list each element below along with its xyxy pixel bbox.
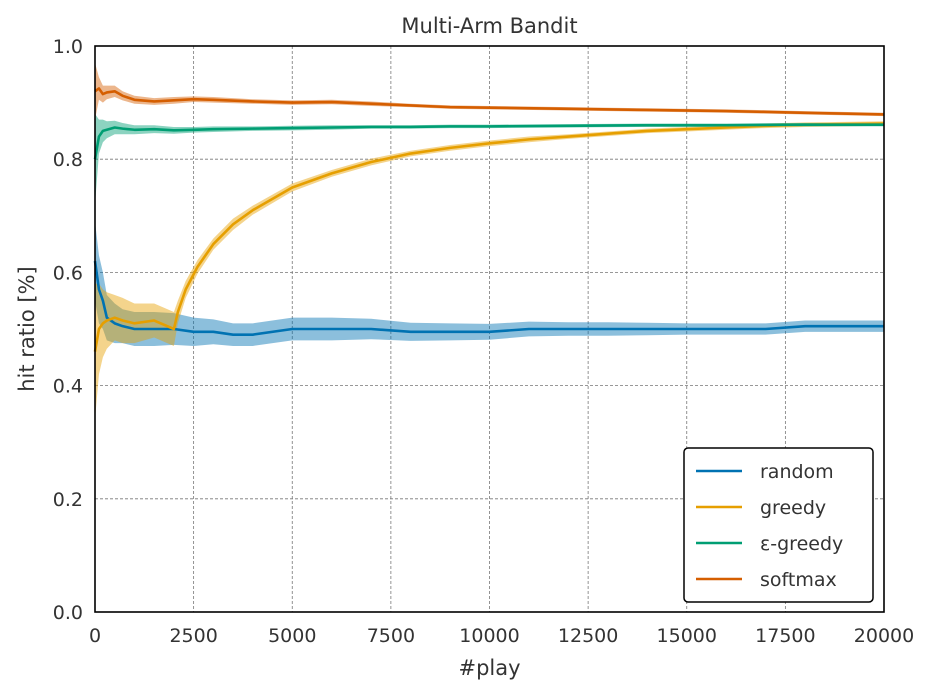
series-lines bbox=[93, 87, 885, 352]
legend-label-softmax: softmax bbox=[760, 569, 837, 591]
x-tick-label: 2500 bbox=[169, 625, 217, 647]
band-random bbox=[95, 221, 884, 346]
legend-box bbox=[683, 447, 874, 603]
y-tick-label: 0.8 bbox=[53, 149, 83, 171]
y-axis-label: hit ratio [%] bbox=[15, 266, 39, 392]
x-tick-label: 5000 bbox=[268, 625, 316, 647]
legend-label-greedy: greedy bbox=[760, 497, 826, 519]
y-tick-label: 0.6 bbox=[53, 262, 83, 284]
line-greedy bbox=[93, 122, 885, 352]
x-tick-label: 12500 bbox=[558, 625, 618, 647]
legend: random greedy ε-greedy softmax bbox=[683, 447, 874, 603]
y-tick-label: 0.0 bbox=[53, 602, 83, 624]
legend-label-greedy: ε-greedy bbox=[760, 533, 843, 555]
band-greedy bbox=[95, 113, 884, 205]
x-axis-label: #play bbox=[458, 656, 520, 680]
legend-label-random: random bbox=[760, 461, 834, 483]
tick-labels: 0 2500 5000 7500 10000 12500 15000 17500 20000 0.… bbox=[53, 36, 914, 647]
line-greedy bbox=[93, 123, 884, 160]
x-tick-label: 0 bbox=[89, 625, 101, 647]
x-tick-label: 20000 bbox=[854, 625, 914, 647]
x-tick-label: 15000 bbox=[657, 625, 717, 647]
line-softmax bbox=[94, 87, 885, 116]
line-random bbox=[93, 260, 884, 336]
x-tick-label: 7500 bbox=[367, 625, 415, 647]
y-tick-label: 0.4 bbox=[53, 376, 83, 398]
plot-frame bbox=[94, 45, 885, 613]
x-tick-label: 17500 bbox=[755, 625, 815, 647]
chart-title: Multi-Arm Bandit bbox=[401, 14, 577, 38]
x-tick-label: 10000 bbox=[459, 625, 519, 647]
y-tick-label: 1.0 bbox=[53, 36, 83, 58]
y-tick-label: 0.2 bbox=[53, 489, 83, 511]
